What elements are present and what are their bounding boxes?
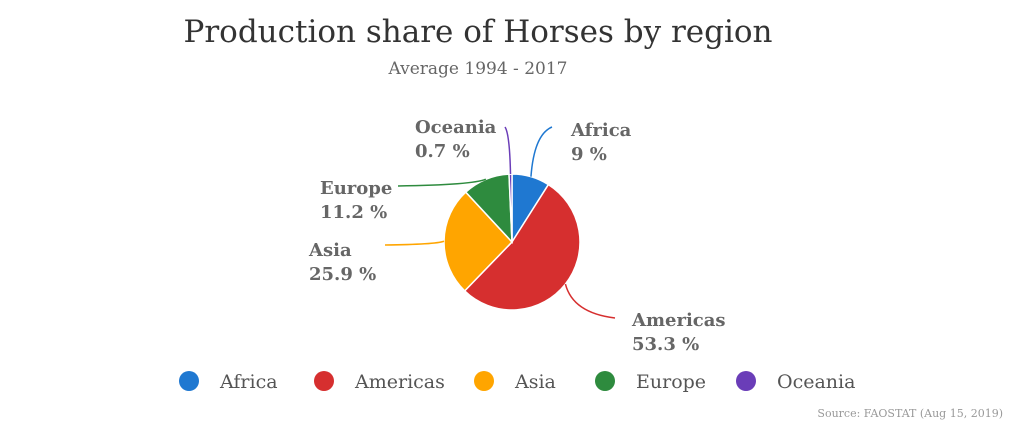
legend-marker-europe <box>595 371 615 391</box>
chart-subtitle: Average 1994 - 2017 <box>388 59 568 79</box>
slice-label-asia: Asia <box>308 240 352 261</box>
pie-leader-lines <box>384 126 616 319</box>
legend-marker-asia <box>474 371 494 391</box>
leader-line-americas <box>564 283 616 319</box>
slice-label-oceania: Oceania <box>415 117 497 138</box>
leader-line-asia <box>384 240 445 246</box>
leader-line-africa <box>530 126 553 177</box>
legend-item-africa[interactable]: Africa <box>179 371 278 393</box>
legend: Africa Americas Asia Europe Oceania <box>179 371 855 393</box>
legend-marker-oceania <box>736 371 756 391</box>
slice-label-americas: Americas <box>631 310 726 331</box>
leader-line-oceania <box>504 126 512 175</box>
pie-slice-asia[interactable] <box>443 191 514 292</box>
legend-item-oceania[interactable]: Oceania <box>736 371 855 393</box>
source-note: Source: FAOSTAT (Aug 15, 2019) <box>817 407 1003 420</box>
leader-line-europe <box>397 178 487 187</box>
legend-item-asia[interactable]: Asia <box>474 371 556 393</box>
legend-item-americas[interactable]: Americas <box>314 371 445 393</box>
legend-marker-africa <box>179 371 199 391</box>
legend-label-asia: Asia <box>514 371 556 393</box>
slice-label-europe: Europe <box>320 178 392 199</box>
chart-title: Production share of Horses by region <box>183 14 772 50</box>
pie-slices <box>443 173 581 311</box>
slice-value-africa: 9 % <box>571 144 607 165</box>
legend-label-americas: Americas <box>354 371 445 393</box>
pie-slice-americas[interactable] <box>463 183 581 311</box>
pie-slice-oceania[interactable] <box>508 173 513 243</box>
legend-marker-americas <box>314 371 334 391</box>
slice-value-asia: 25.9 % <box>309 264 376 285</box>
legend-item-europe[interactable]: Europe <box>595 371 706 393</box>
slice-label-africa: Africa <box>570 120 632 141</box>
slice-value-americas: 53.3 % <box>632 334 699 355</box>
legend-label-oceania: Oceania <box>777 371 855 393</box>
legend-label-africa: Africa <box>219 371 278 393</box>
legend-label-europe: Europe <box>636 371 706 393</box>
slice-value-europe: 11.2 % <box>320 202 387 223</box>
slice-value-oceania: 0.7 % <box>415 141 470 162</box>
pie-labels: Africa 9 % Americas 53.3 % Asia 25.9 % Europe 1… <box>308 117 726 355</box>
